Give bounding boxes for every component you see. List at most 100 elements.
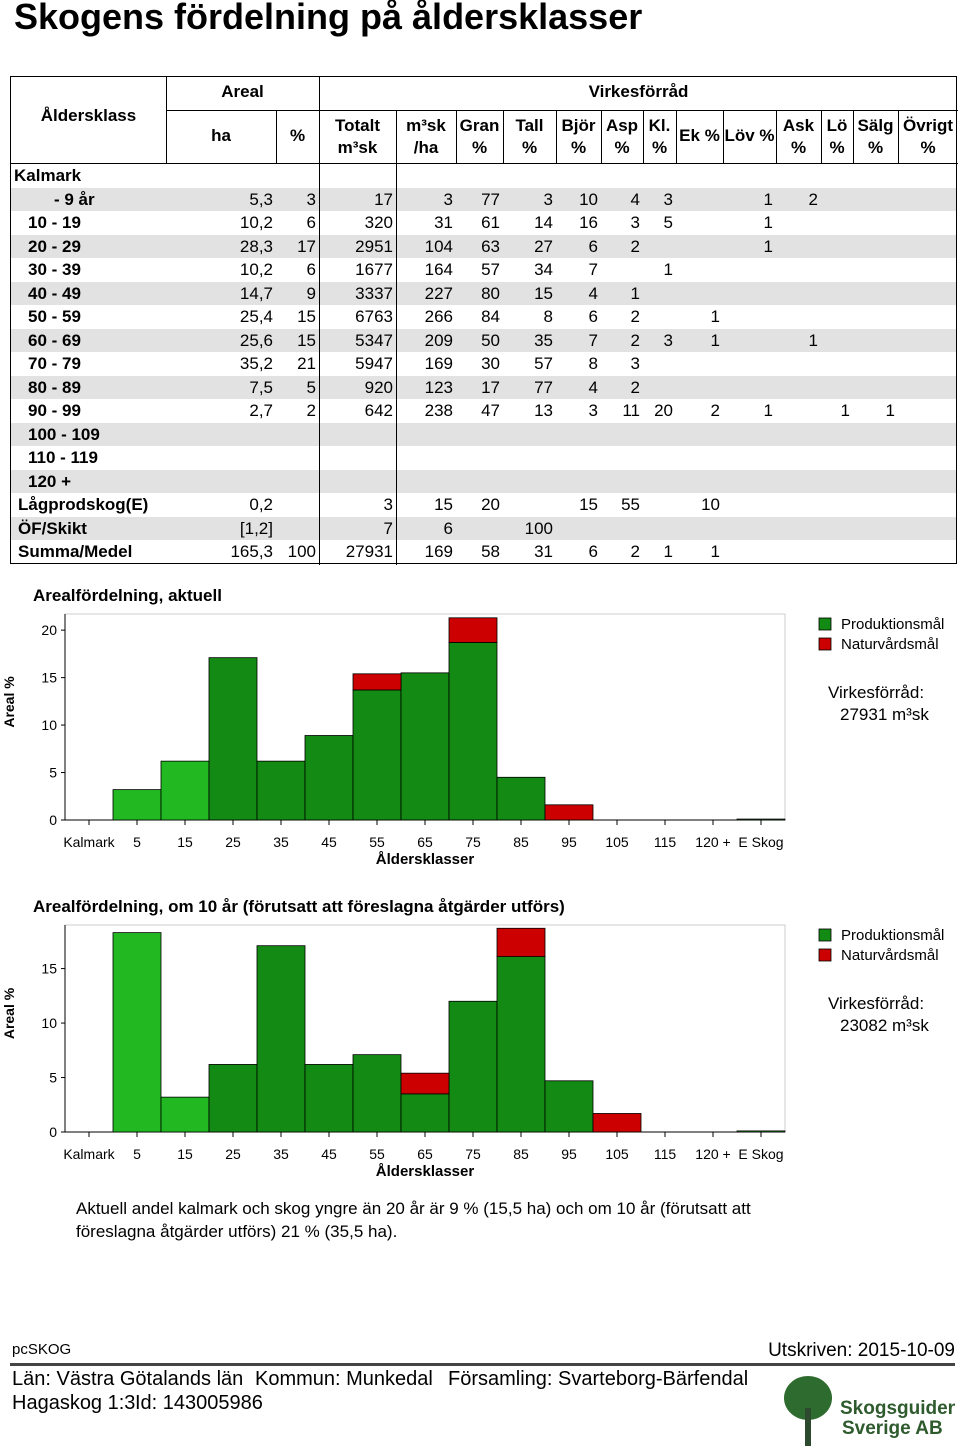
row-stripe	[11, 375, 956, 399]
municipality: Kommun: Munkedal	[255, 1368, 433, 1390]
table-cell: 31	[434, 213, 453, 232]
table-cell: [1,2]	[239, 518, 273, 538]
table-cell: 57	[481, 260, 500, 279]
property: Hagaskog 1:3	[12, 1392, 136, 1414]
x-tick-label: Kalmark	[63, 1146, 115, 1162]
table-cell: 4	[588, 377, 598, 397]
x-axis-label: Åldersklasser	[376, 1163, 475, 1180]
table-cell: 10,2	[239, 260, 273, 279]
header-cell: m³sk /ha	[406, 116, 446, 157]
row-label: 120 +	[28, 471, 72, 491]
table-cell: 169	[424, 354, 453, 373]
bar	[256, 945, 306, 1133]
table-cell: 1	[710, 542, 720, 561]
table-cell: 10	[701, 495, 720, 514]
row-label: 100 - 109	[28, 424, 100, 444]
table-cell: 1	[663, 542, 673, 561]
x-tick-label: 105	[605, 1146, 629, 1162]
table-cell: 2	[630, 236, 640, 256]
table-cell: 27931	[345, 542, 393, 561]
table-rule	[396, 110, 397, 163]
table-cell: 1	[840, 401, 850, 420]
x-tick-label: 45	[321, 834, 337, 850]
row-label: 20 - 29	[28, 236, 81, 256]
table-cell: 20	[654, 401, 673, 420]
row-label: 60 - 69	[28, 330, 81, 350]
table-cell: 3	[443, 189, 453, 209]
row-stripe	[11, 422, 956, 446]
header-cell: Övrigt %	[902, 116, 954, 157]
y-tick-label: 10	[41, 717, 57, 733]
legend-label: Produktionsmål	[841, 927, 944, 944]
page-title: Skogens fördelning på åldersklasser	[14, 0, 643, 37]
x-tick-label: 25	[225, 834, 241, 850]
table-cell: 35	[534, 330, 553, 350]
table-rule	[319, 164, 320, 565]
table-cell: 84	[481, 307, 500, 326]
x-tick-label: 15	[177, 834, 193, 850]
table-cell: 1	[763, 213, 773, 232]
table-cell: 20	[481, 495, 500, 514]
table-cell: 7	[588, 330, 598, 350]
table-cell: 10	[579, 189, 598, 209]
legend-swatch	[818, 948, 832, 962]
legend-swatch	[818, 928, 832, 942]
legend-label: Naturvårdsmål	[841, 947, 939, 964]
table-cell: 15	[534, 283, 553, 303]
row-label: - 9 år	[54, 189, 95, 209]
table-cell: 17	[297, 236, 316, 256]
table-cell: 642	[364, 401, 393, 420]
table-rule	[821, 110, 822, 163]
table-cell: 55	[621, 495, 640, 514]
table-cell: 123	[424, 377, 453, 397]
row-label: Lågprodskog(E)	[18, 495, 149, 514]
x-tick-label: 35	[273, 1146, 289, 1162]
table-cell: 5947	[355, 354, 393, 373]
header-cell: Ask %	[782, 116, 815, 157]
table-cell: 6	[588, 307, 598, 326]
note: 23082 m³sk	[840, 1016, 929, 1035]
table-cell: 63	[481, 236, 500, 256]
table-rule	[166, 110, 958, 111]
x-tick-label: 65	[417, 1146, 433, 1162]
table-cell: 57	[534, 354, 553, 373]
row-stripe	[11, 328, 956, 352]
bar	[160, 1096, 210, 1133]
table-cell: 266	[424, 307, 453, 326]
row-label: 10 - 19	[28, 213, 81, 232]
header-cell: ha	[211, 126, 231, 145]
table-cell: 2	[630, 330, 640, 350]
logo-text: Skogsguiden	[840, 1398, 955, 1419]
table-cell: 27	[534, 236, 553, 256]
header-cell: Totalt m³sk	[334, 116, 380, 157]
bar	[304, 1064, 354, 1133]
table-cell: 21	[297, 354, 316, 373]
header-cell: %	[289, 126, 306, 145]
bar	[592, 1113, 642, 1133]
table-cell: 3	[663, 189, 673, 209]
table-cell: 35,2	[239, 354, 273, 373]
table-cell: 15	[297, 330, 316, 350]
table-cell: 6	[588, 236, 598, 256]
table-cell: 5,3	[249, 189, 273, 209]
table-rule	[456, 110, 457, 163]
bar	[208, 657, 258, 821]
table-cell: 320	[364, 213, 393, 232]
table-rule	[276, 110, 277, 163]
table-cell: 0,2	[249, 495, 273, 514]
table-cell: 1	[710, 307, 720, 326]
table-cell: 1	[763, 236, 773, 256]
table-cell: 25,6	[239, 330, 273, 350]
county: Län: Västra Götalands län	[12, 1368, 244, 1390]
table-cell: 2	[630, 377, 640, 397]
legend-swatch	[818, 637, 832, 651]
x-tick-label: Kalmark	[63, 834, 115, 850]
x-axis-label: Åldersklasser	[376, 851, 475, 868]
logo-trunk	[805, 1408, 811, 1446]
table-rule	[643, 110, 644, 163]
parish: Församling: Svarteborg-Bärfendal	[448, 1368, 749, 1390]
table-cell: 11	[622, 401, 640, 420]
table-cell: 8	[543, 307, 553, 326]
table-cell: 3	[630, 354, 640, 373]
